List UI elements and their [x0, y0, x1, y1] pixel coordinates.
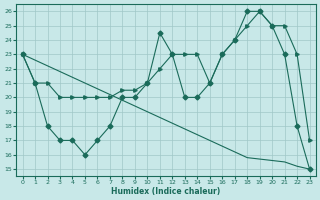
X-axis label: Humidex (Indice chaleur): Humidex (Indice chaleur): [111, 187, 221, 196]
